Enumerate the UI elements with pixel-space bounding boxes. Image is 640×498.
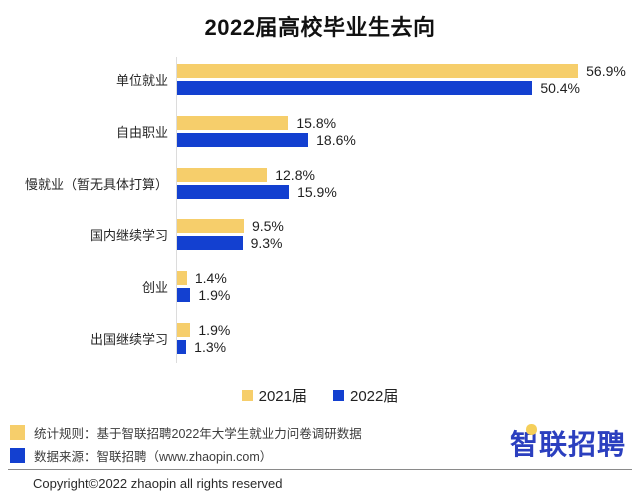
bar-2022届: [177, 184, 290, 199]
chart-row: 创业 1.4% 1.9%: [0, 261, 640, 313]
legend-label: 2022届: [350, 388, 399, 405]
bar-group: 56.9% 50.4%: [177, 63, 640, 97]
category-label: 单位就业: [115, 73, 168, 89]
bar-value-label: 1.3%: [194, 338, 227, 355]
bar-group: 9.5% 9.3%: [177, 218, 640, 252]
chart-row: 自由职业 15.8% 18.6%: [0, 106, 640, 158]
chart-row: 慢就业（暂无具体打算） 12.8% 15.9%: [0, 157, 640, 209]
bar-line: 18.6%: [177, 132, 640, 149]
bar-value-label: 12.8%: [275, 166, 315, 183]
chart-legend: 2021届 2022届: [0, 385, 640, 406]
bar-value-label: 15.9%: [297, 183, 337, 200]
bar-line: 56.9%: [177, 63, 640, 80]
chart-row: 单位就业 56.9% 50.4%: [0, 54, 640, 106]
chart-row: 出国继续学习 1.9% 1.3%: [0, 312, 640, 364]
bar-2021届: [177, 322, 191, 337]
copyright-text: Copyright©2022 zhaopin all rights reserv…: [33, 476, 283, 491]
bar-group: 12.8% 15.9%: [177, 166, 640, 200]
bar-line: 1.9%: [177, 321, 640, 338]
bar-value-label: 9.3%: [250, 235, 283, 252]
bar-line: 9.5%: [177, 218, 640, 235]
bar-2021届: [177, 64, 579, 79]
bar-value-label: 1.4%: [194, 270, 227, 287]
bar-2022届: [177, 81, 533, 96]
bar-2021届: [177, 219, 244, 234]
footnotes: 统计规则：基于智联招聘2022年大学生就业力问卷调研数据 数据来源：智联招聘（ww…: [10, 423, 362, 465]
category-label: 创业: [141, 280, 168, 296]
chart-row: 国内继续学习 9.5% 9.3%: [0, 209, 640, 261]
chart-title: 2022届高校毕业生去向: [204, 15, 436, 40]
bar-2022届: [177, 339, 187, 354]
bar-value-label: 1.9%: [198, 287, 231, 304]
y-axis-line: [176, 57, 177, 363]
footnote-text: 统计规则：基于智联招聘2022年大学生就业力问卷调研数据: [34, 427, 362, 441]
bar-group: 15.8% 18.6%: [177, 115, 640, 149]
bar-line: 12.8%: [177, 166, 640, 183]
category-label: 国内继续学习: [89, 228, 168, 244]
bar-2022届: [177, 133, 309, 148]
bar-line: 15.8%: [177, 115, 640, 132]
bar-group: 1.4% 1.9%: [177, 270, 640, 304]
bar-line: 15.9%: [177, 183, 640, 200]
footnote-swatch-icon: [10, 448, 25, 463]
legend-swatch-icon: [241, 390, 253, 401]
footnote-row: 数据来源：智联招聘（www.zhaopin.com）: [10, 446, 362, 465]
bar-line: 9.3%: [177, 235, 640, 252]
zhaopin-logo: 智联招聘: [510, 423, 626, 463]
legend-label: 2021届: [258, 388, 307, 405]
bar-line: 50.4%: [177, 80, 640, 97]
footer-divider: [8, 469, 632, 470]
category-label: 慢就业（暂无具体打算）: [24, 176, 168, 192]
category-label: 出国继续学习: [89, 331, 168, 347]
footnote-text: 数据来源：智联招聘（www.zhaopin.com）: [34, 450, 273, 464]
category-label: 自由职业: [115, 125, 168, 141]
bar-2021届: [177, 167, 268, 182]
bar-value-label: 9.5%: [251, 218, 284, 235]
logo-yellow-dot-icon: [525, 424, 537, 435]
bar-group: 1.9% 1.3%: [177, 321, 640, 355]
bar-line: 1.4%: [177, 270, 640, 287]
bar-line: 1.9%: [177, 287, 640, 304]
legend-item: 2021届: [241, 385, 307, 406]
bar-value-label: 18.6%: [316, 132, 356, 149]
footnote-row: 统计规则：基于智联招聘2022年大学生就业力问卷调研数据: [10, 423, 362, 442]
bar-chart: 单位就业 56.9% 50.4% 自由职业 15.8% 18.6% 慢就业（暂无具体打算） 1…: [0, 54, 640, 364]
legend-swatch-icon: [333, 390, 344, 401]
legend-item: 2022届: [333, 385, 398, 406]
bar-value-label: 56.9%: [586, 63, 626, 80]
bar-2021届: [177, 116, 289, 131]
bar-2021届: [177, 271, 187, 286]
bar-value-label: 15.8%: [296, 115, 337, 132]
bar-value-label: 50.4%: [540, 80, 581, 97]
bar-line: 1.3%: [177, 338, 640, 355]
bar-value-label: 1.9%: [198, 321, 231, 338]
footnote-swatch-icon: [10, 425, 25, 440]
chart-rows: 单位就业 56.9% 50.4% 自由职业 15.8% 18.6% 慢就业（暂无具体打算） 1…: [0, 54, 640, 364]
bar-2022届: [177, 236, 243, 251]
bar-2022届: [177, 288, 191, 303]
